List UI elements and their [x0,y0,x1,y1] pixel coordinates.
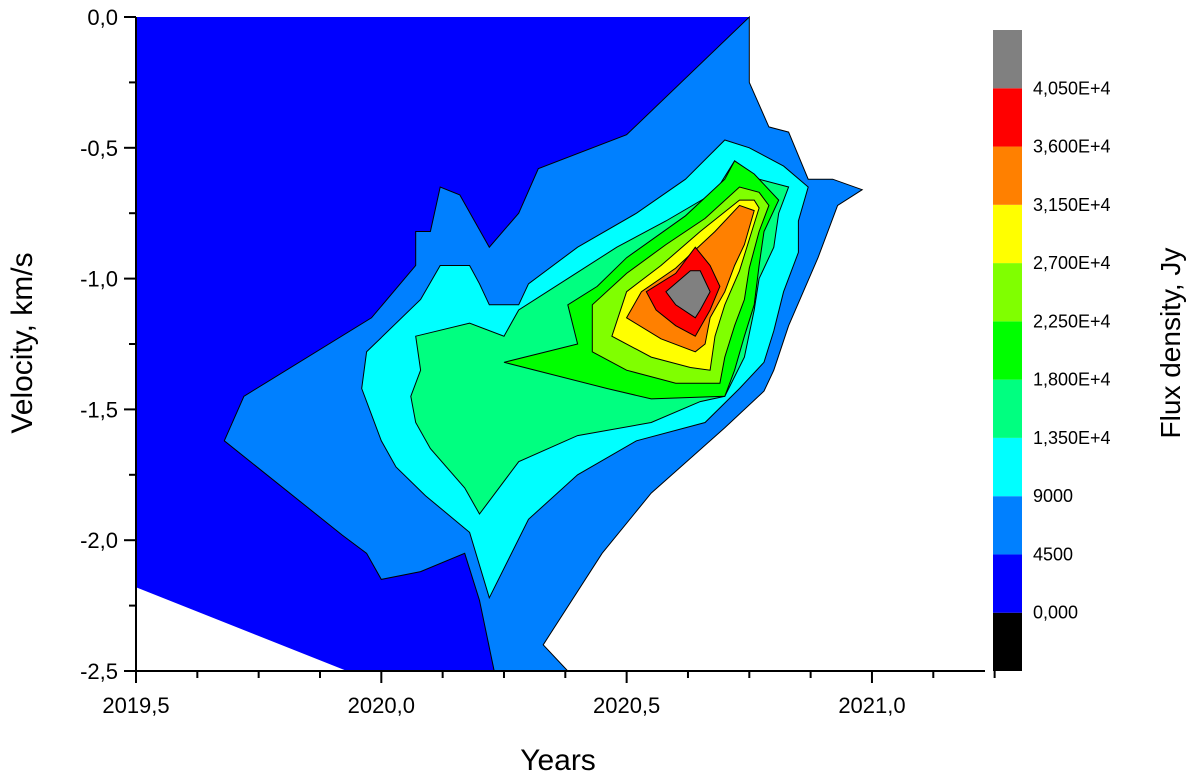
y-tick-label: -1,5 [80,397,118,422]
colorbar-swatch [993,496,1022,555]
colorbar-label: 9000 [1033,486,1073,506]
colorbar: 0,000 4500 9000 1,350E+4 1,800E+4 2,250E+4 2,7… [993,30,1111,671]
y-tick-label: -2,5 [80,659,118,684]
x-tick-label: 2019,5 [102,693,169,718]
colorbar-swatch [993,554,1022,613]
x-tick-label: 2020,5 [593,693,660,718]
colorbar-label: 0,000 [1033,603,1078,623]
colorbar-label: 2,700E+4 [1033,253,1111,273]
y-tick-label: 0,0 [87,5,118,30]
colorbar-swatch [993,612,1022,671]
colorbar-swatch [993,437,1022,497]
colorbar-swatch [993,263,1022,322]
axes [124,16,996,683]
y-tick-label: -1,0 [80,267,118,292]
x-tick-label: 2020,0 [348,693,415,718]
colorbar-title: Flux density, Jy [1155,248,1186,439]
contour-regions [136,15,975,672]
tick-labels: 2019,5 2020,0 2020,5 2021,0 0,0 -0,5 -1,0 -1,5 -… [80,5,906,718]
colorbar-label: 4,050E+4 [1033,78,1111,98]
y-tick-label: -2,0 [80,528,118,553]
colorbar-label: 2,250E+4 [1033,311,1111,331]
contour-region-level-10 [665,270,711,319]
colorbar-swatch [993,30,1022,89]
y-tick-label: -0,5 [80,136,118,161]
y-axis-title: Velocity, km/s [6,252,39,433]
x-axis-title: Years [520,744,596,777]
colorbar-swatch [993,88,1022,147]
colorbar-swatch [993,379,1022,438]
colorbar-swatch [993,146,1022,205]
colorbar-label: 1,350E+4 [1033,428,1111,448]
x-tick-label: 2021,0 [838,693,905,718]
colorbar-swatch [993,321,1022,380]
colorbar-label: 3,600E+4 [1033,137,1111,157]
colorbar-label: 3,150E+4 [1033,195,1111,215]
colorbar-label: 1,800E+4 [1033,370,1111,390]
colorbar-label: 4500 [1033,544,1073,564]
colorbar-swatch [993,204,1022,264]
